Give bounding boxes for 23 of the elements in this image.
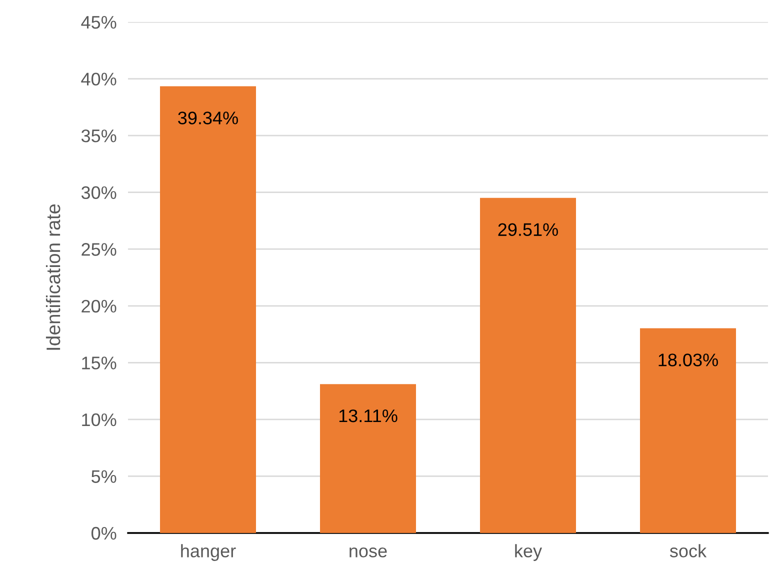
y-tick-label: 20% [82,300,116,313]
data-label: 18.03% [658,354,718,366]
bar [320,384,416,533]
y-tick-label: 15% [82,356,116,370]
data-label: 13.11% [339,409,398,422]
y-tick-label: 35% [81,129,116,142]
bar [640,328,736,533]
x-tick-label: key [515,544,542,561]
bar [480,198,576,533]
y-tick-label: 30% [81,186,116,200]
data-label: 39.34% [178,112,238,124]
y-tick-label: 0% [92,526,116,540]
x-tick-label: hanger [181,544,236,561]
bar [160,86,256,533]
y-tick-label: 45% [81,16,116,29]
y-tick-label: 25% [82,243,116,256]
x-tick-label: sock [670,544,707,558]
y-axis-title: Identification rate [46,204,60,350]
y-tick-label: 10% [82,413,116,426]
y-tick-label: 5% [92,470,116,483]
x-tick-label: nose [350,547,387,558]
data-label: 29.51% [498,223,558,236]
y-tick-label: 40% [81,72,116,86]
